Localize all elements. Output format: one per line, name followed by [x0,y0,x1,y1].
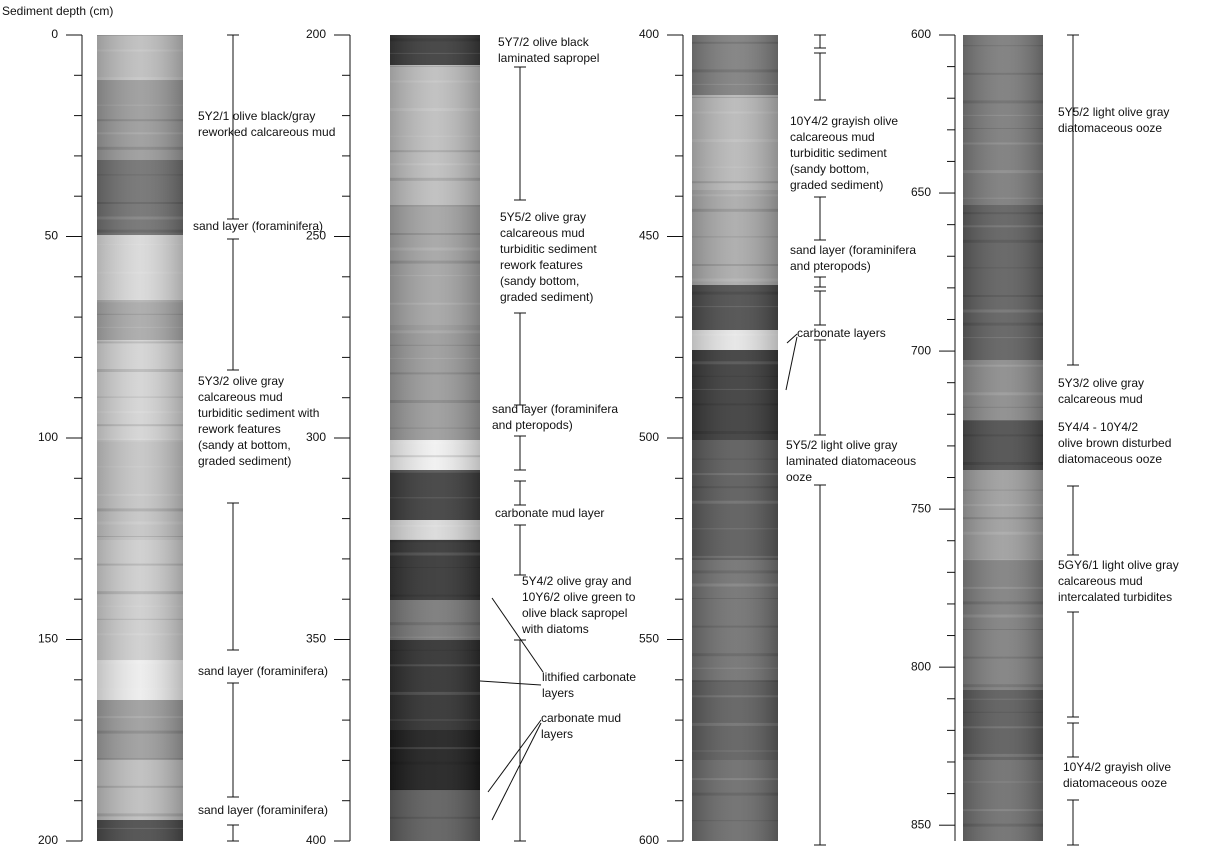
annotation: 5GY6/1 light olive gray [1058,558,1179,572]
annotation: 5Y5/2 light olive gray [1058,105,1169,119]
annotation: olive black sapropel [522,606,627,620]
core-photo [390,35,480,841]
annotation: carbonate mud layer [495,506,604,520]
annotation: graded sediment) [790,178,883,192]
annotation: 5Y4/2 olive gray and [522,574,631,588]
annotation: (sandy bottom, [790,162,869,176]
y-tick-label: 500 [639,430,659,444]
annotation: sand layer (foraminifera) [193,219,323,233]
core-photo [692,35,778,841]
annotation: reworked calcareous mud [198,125,335,139]
annotation: 10Y4/2 grayish olive [1063,760,1171,774]
annotation: (sandy at bottom, [198,438,291,452]
annotation: layers [542,686,574,700]
annotation: sand layer (foraminifera) [198,664,328,678]
y-tick-label: 400 [639,27,659,41]
annotation: calcareous mud [198,390,283,404]
annotation: sand layer (foraminifera [790,243,916,257]
annotation: and pteropods) [790,259,871,273]
y-tick-label: 50 [45,229,59,243]
annotation: carbonate mud [541,711,621,725]
annotation: turbiditic sediment with [198,406,319,420]
y-tick-label: 0 [51,27,58,41]
annotation: 5Y5/2 olive gray [500,210,586,224]
annotation: 5Y2/1 olive black/gray [198,109,315,123]
annotation: calcareous mud [1058,392,1143,406]
annotation: olive brown disturbed [1058,436,1171,450]
annotation: calcareous mud [1058,574,1143,588]
y-tick-label: 700 [911,343,931,357]
annotation: with diatoms [521,622,589,636]
core-shade [97,35,183,841]
annotation: carbonate layers [797,326,886,340]
axis-label: Sediment depth (cm) [2,4,113,18]
core-photo [97,35,183,841]
y-tick-label: 600 [911,27,931,41]
annotation: graded sediment) [500,290,593,304]
annotation: 5Y7/2 olive black [498,35,590,49]
annotation: sand layer (foraminifera [492,402,618,416]
annotation: turbiditic sediment [790,146,887,160]
annotation: diatomaceous ooze [1058,121,1162,135]
annotation: graded sediment) [198,454,291,468]
core-figure: Sediment depth (cm) 0 50 100 150 200 5Y2/1 ol… [0,0,1210,847]
y-tick-label: 200 [38,833,58,847]
y-tick-label: 550 [639,632,659,646]
annotation: and pteropods) [492,418,573,432]
annotation: calcareous mud [500,226,585,240]
core-photo [963,35,1043,841]
annotation: (sandy bottom, [500,274,579,288]
annotation: 10Y6/2 olive green to [522,590,636,604]
annotation: turbiditic sediment [500,242,597,256]
annotation: ooze [786,470,812,484]
annotation: 10Y4/2 grayish olive [790,114,898,128]
annotation: 5Y3/2 olive gray [1058,376,1144,390]
annotation: layers [541,727,573,741]
annotation: diatomaceous ooze [1058,452,1162,466]
annotation: calcareous mud [790,130,875,144]
annotation: lithified carbonate [542,670,636,684]
y-tick-label: 200 [306,27,326,41]
core-shade [692,35,778,841]
y-tick-label: 450 [639,229,659,243]
y-tick-label: 750 [911,501,931,515]
y-tick-label: 850 [911,817,931,831]
annotation: 5Y3/2 olive gray [198,374,284,388]
annotation: laminated diatomaceous [786,454,916,468]
y-tick-label: 100 [38,430,58,444]
y-tick-label: 150 [38,632,58,646]
y-tick-label: 300 [306,430,326,444]
annotation: rework features [500,258,583,272]
y-tick-label: 400 [306,833,326,847]
core-shade [963,35,1043,841]
annotation: rework features [198,422,281,436]
y-tick-label: 800 [911,659,931,673]
annotation: 5Y5/2 light olive gray [786,438,897,452]
y-tick-label: 250 [306,229,326,243]
annotation: diatomaceous ooze [1063,776,1167,790]
annotation: intercalated turbidites [1058,590,1172,604]
y-tick-label: 650 [911,185,931,199]
annotation: laminated sapropel [498,51,599,65]
y-tick-label: 350 [306,632,326,646]
annotation: sand layer (foraminifera) [198,803,328,817]
core-shade [390,35,480,841]
y-tick-label: 600 [639,833,659,847]
annotation: 5Y4/4 - 10Y4/2 [1058,420,1138,434]
